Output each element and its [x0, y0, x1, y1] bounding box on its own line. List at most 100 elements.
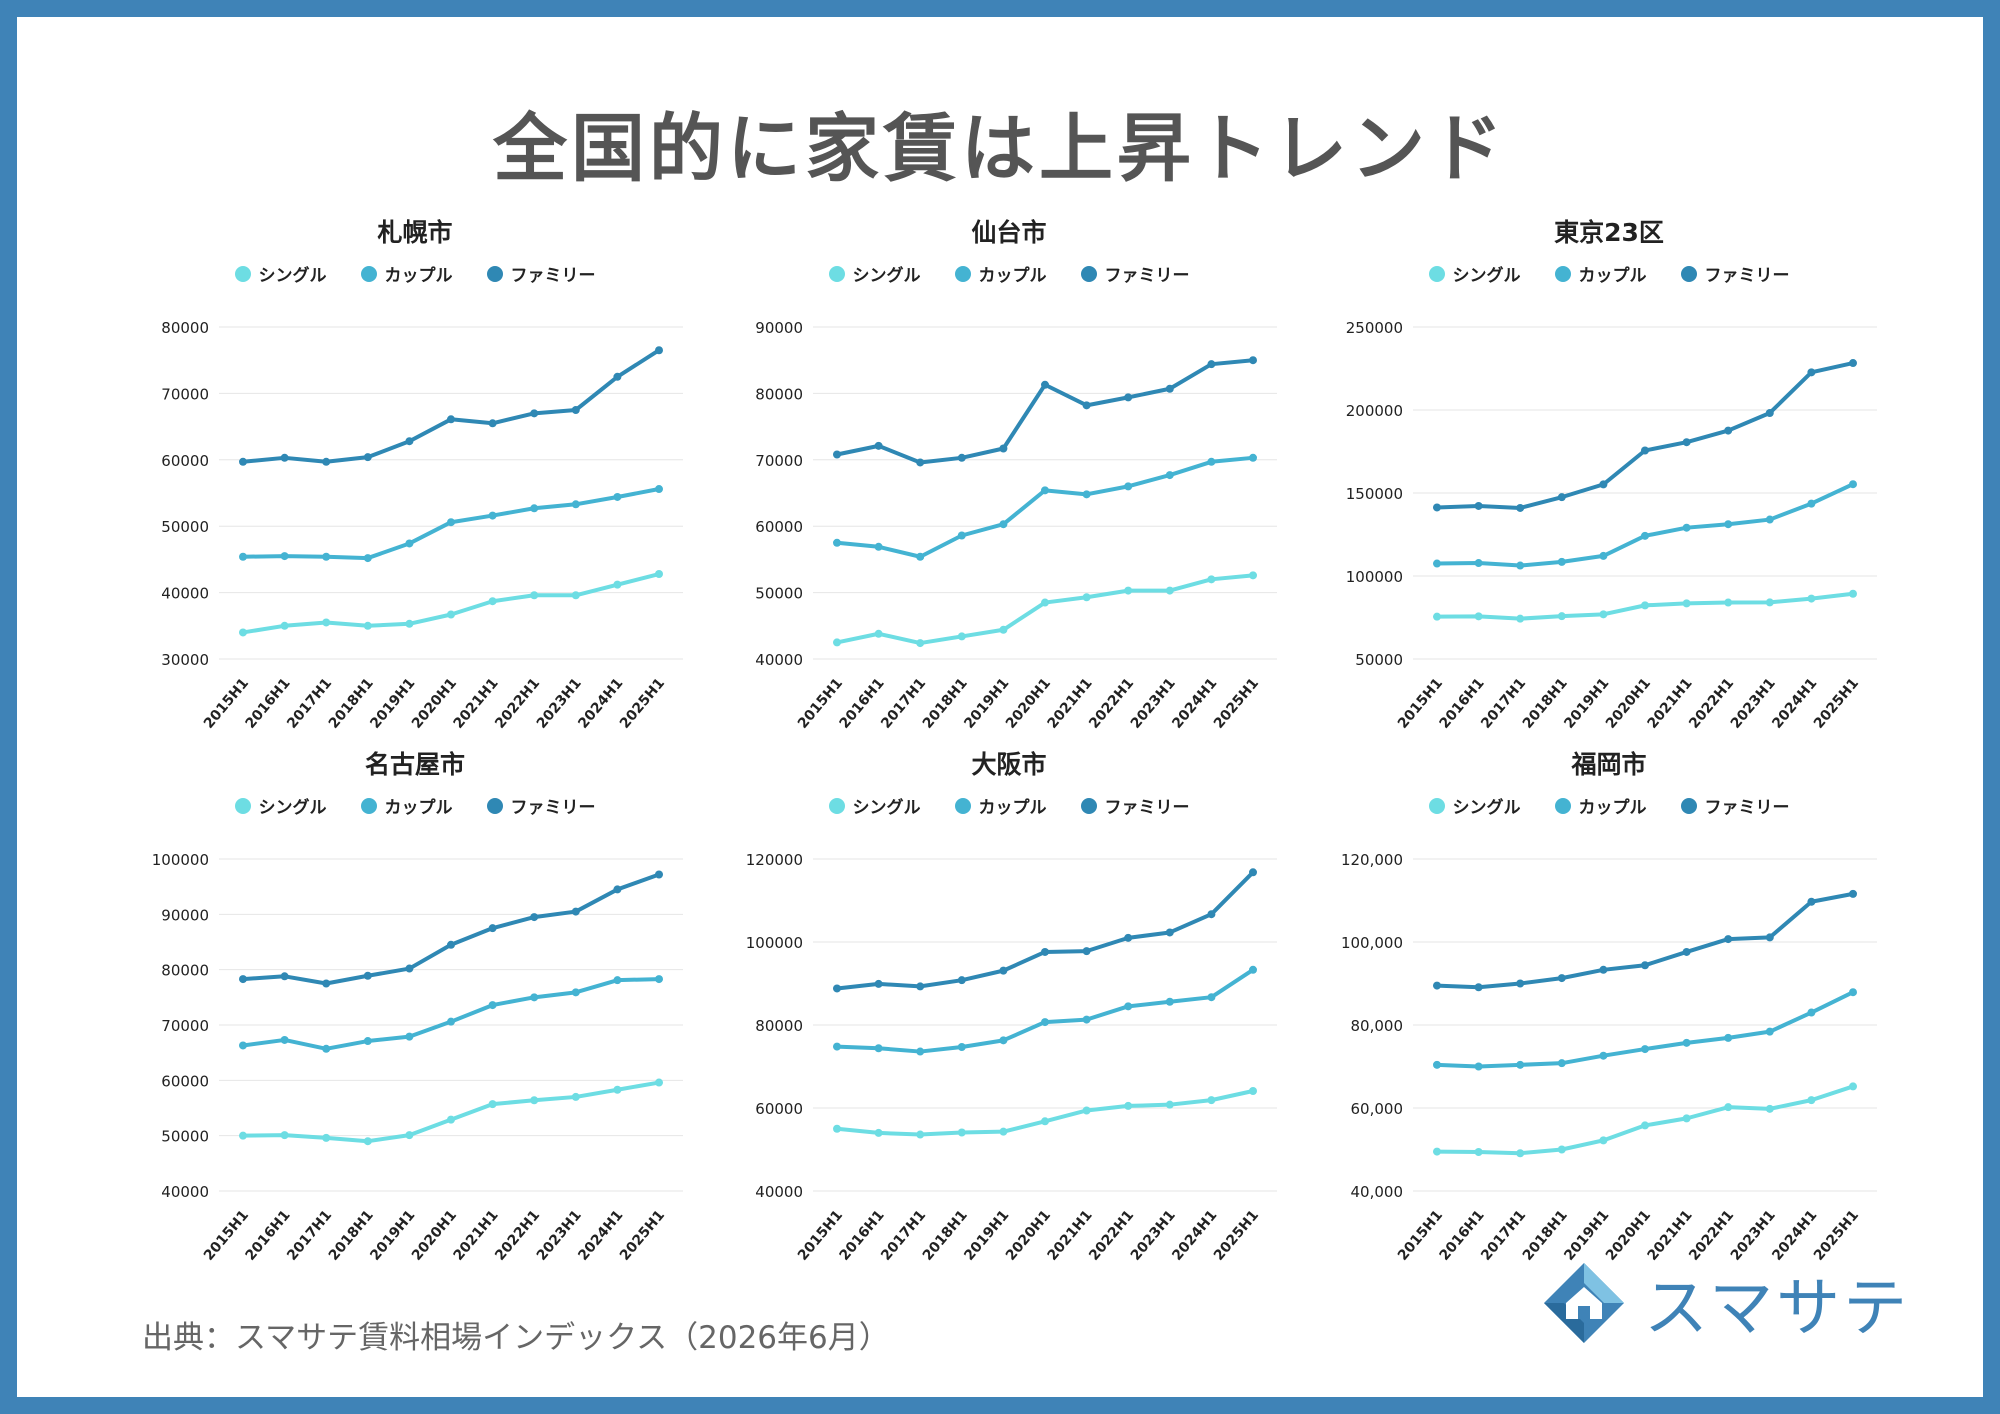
legend-label: シングル	[1452, 798, 1521, 818]
legend-dot	[1428, 797, 1445, 814]
legend-dot	[486, 265, 503, 282]
legend-dot	[234, 797, 251, 814]
series-line-couple	[1435, 482, 1855, 568]
data-point-couple	[655, 975, 663, 984]
data-point-couple	[280, 552, 289, 561]
data-point-single	[571, 591, 580, 600]
data-point-couple	[488, 1001, 497, 1010]
series-line-family	[241, 348, 661, 464]
data-point-family	[447, 415, 455, 424]
y-tick-label: 70000	[755, 452, 803, 470]
data-point-family	[1207, 910, 1216, 919]
data-point-family	[363, 453, 372, 462]
chart-sendai: 仙台市 シングル カップル ファミリー 40000 50000 60000 70000 8000…	[729, 213, 1289, 733]
legend-label: カップル	[978, 266, 1047, 286]
data-point-couple	[1682, 523, 1691, 532]
legend-dot	[1080, 265, 1097, 282]
data-point-family	[447, 940, 455, 949]
data-point-family	[1765, 408, 1774, 417]
data-point-single	[363, 621, 372, 630]
data-point-couple	[957, 531, 966, 540]
y-tick-label: 40000	[161, 585, 209, 603]
data-point-single	[1849, 1082, 1857, 1091]
data-point-couple	[1807, 1008, 1816, 1017]
data-point-family	[1682, 947, 1691, 956]
data-point-couple	[916, 552, 925, 561]
chart-legend: シングル カップル ファミリー	[135, 261, 695, 286]
y-tick-label: 50000	[161, 1128, 209, 1146]
data-point-family	[1682, 438, 1691, 447]
data-point-family	[874, 979, 883, 988]
legend-label: ファミリー	[1704, 798, 1790, 818]
data-point-family	[363, 971, 372, 980]
chart-fukuoka: 福岡市 シングル カップル ファミリー 40,000 60,000 80,000 100,00…	[1329, 745, 1889, 1265]
y-tick-label: 200000	[1346, 402, 1403, 420]
data-point-couple	[1724, 520, 1733, 529]
data-point-single	[999, 625, 1008, 634]
chart-legend: シングル カップル ファミリー	[729, 793, 1289, 818]
data-point-couple	[957, 1042, 966, 1051]
y-tick-label: 80000	[755, 1017, 803, 1035]
series-line-single	[241, 572, 661, 635]
y-tick-label: 40000	[755, 1183, 803, 1201]
data-point-couple	[1124, 482, 1133, 491]
data-point-couple	[655, 485, 663, 494]
data-point-couple	[1724, 1033, 1733, 1042]
data-point-single	[447, 1115, 455, 1124]
data-point-single	[957, 1128, 966, 1137]
data-point-single	[1433, 1147, 1441, 1156]
y-tick-label: 250000	[1346, 319, 1403, 337]
data-point-family	[999, 966, 1008, 975]
data-point-couple	[571, 500, 580, 509]
data-point-couple	[874, 1044, 883, 1053]
data-point-single	[1557, 1145, 1566, 1154]
data-point-single	[1474, 612, 1483, 621]
data-point-single	[1041, 1117, 1049, 1126]
chart-plot: 500001000001500002000002500002015H12016H…	[1346, 319, 1877, 732]
data-point-family	[916, 982, 925, 991]
data-point-single	[1082, 593, 1091, 602]
legend-dot	[828, 797, 845, 814]
data-point-single	[1599, 610, 1608, 619]
legend-item-family: ファミリー	[1680, 793, 1790, 818]
legend-label: シングル	[1452, 266, 1521, 286]
data-point-family	[999, 444, 1008, 453]
data-point-couple	[239, 552, 247, 561]
data-point-family	[1807, 368, 1816, 377]
x-tick-label: 2025H1	[617, 675, 668, 732]
data-point-couple	[999, 1036, 1008, 1045]
data-point-family	[488, 924, 497, 933]
data-point-couple	[1641, 1045, 1649, 1054]
chart-sapporo: 札幌市 シングル カップル ファミリー 30000 40000 50000 60000 7000…	[135, 213, 695, 733]
data-point-family	[1249, 356, 1257, 365]
series-line-single	[835, 573, 1255, 646]
legend-item-single: シングル	[1428, 261, 1521, 286]
data-point-couple	[1557, 1059, 1566, 1068]
data-point-single	[530, 591, 539, 600]
data-point-family	[1599, 965, 1608, 974]
data-point-couple	[447, 518, 455, 527]
data-point-single	[1557, 612, 1566, 621]
chart-legend: シングル カップル ファミリー	[729, 261, 1289, 286]
data-point-couple	[1433, 559, 1441, 568]
data-point-couple	[1207, 457, 1216, 466]
data-point-couple	[1165, 471, 1174, 480]
legend-dot	[360, 265, 377, 282]
data-point-family	[1041, 380, 1049, 389]
data-point-couple	[405, 1032, 414, 1041]
legend-dot	[1680, 797, 1697, 814]
data-point-family	[530, 913, 539, 922]
y-tick-label: 100000	[746, 934, 803, 952]
legend-label: シングル	[258, 798, 327, 818]
data-point-single	[874, 629, 883, 638]
data-point-single	[1433, 612, 1441, 621]
data-point-couple	[874, 542, 883, 551]
legend-dot	[1554, 797, 1571, 814]
data-point-couple	[1599, 551, 1608, 560]
data-point-family	[571, 406, 580, 414]
legend-label: カップル	[1578, 266, 1647, 286]
data-point-couple	[530, 504, 539, 513]
legend-dot	[828, 265, 845, 282]
series-line-couple	[1435, 990, 1855, 1069]
data-point-family	[833, 984, 841, 993]
